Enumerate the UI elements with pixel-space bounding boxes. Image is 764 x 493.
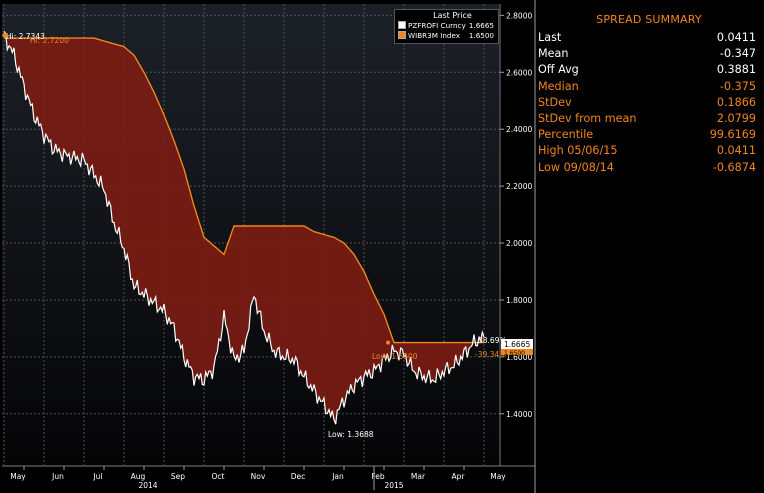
last-white-tag: 1.6665 — [504, 340, 530, 349]
y-tick-label: 2.4000 — [506, 125, 532, 134]
hi-white-label: Hi: 2.7343 — [6, 32, 45, 41]
year-label: 2015 — [384, 481, 403, 490]
legend: Last Price PZFROFI Curncy 1.6665 WIBR3M In… — [394, 9, 499, 44]
summary-label: Last — [538, 31, 562, 44]
summary-value: 0.0411 — [716, 31, 756, 44]
y-tick-label: 1.4000 — [506, 410, 532, 419]
y-tick-label: 1.8000 — [506, 296, 532, 305]
x-tick-label: Apr — [452, 472, 466, 481]
x-tick-label: Sep — [171, 472, 185, 481]
summary-label: Off Avg — [538, 63, 579, 77]
summary-value: 99.6169 — [709, 128, 756, 142]
summary-row: Last 0.0411 — [536, 30, 762, 46]
last-white-tag-bg — [501, 339, 533, 349]
spread-summary-panel: SPREAD SUMMARY Last 0.0411 Mean -0.347 Off A… — [536, 0, 762, 466]
low-orange-label: Low: 1.6500 — [372, 352, 418, 361]
summary-value: 0.1866 — [716, 95, 756, 109]
summary-value: -0.375 — [719, 79, 756, 93]
summary-label: Mean — [538, 47, 569, 61]
summary-row: Percentile 99.6169 — [536, 127, 762, 143]
x-tick-label: Jun — [51, 472, 64, 481]
x-tick-label: Oct — [212, 472, 225, 481]
last-orange-tag: 1.6500 — [504, 350, 525, 357]
summary-row: StDev from mean 2.0799 — [536, 111, 762, 127]
x-axis: May Jun Jul Aug Sep Oct Nov Dec Jan Feb Mar Apr May 2… — [10, 466, 506, 490]
summary-row: Median -0.375 — [536, 79, 762, 95]
summary-label: Percentile — [538, 128, 594, 142]
y-tick-label: 2.6000 — [506, 68, 532, 77]
legend-value: 1.6500 — [468, 30, 494, 40]
summary-title: SPREAD SUMMARY — [596, 13, 702, 26]
legend-name: PZFROFI Curncy — [408, 20, 466, 30]
y-tick-label: 2.0000 — [506, 239, 532, 248]
x-tick-label: Jul — [92, 472, 102, 481]
series-line-wibr3m — [4, 37, 484, 344]
low-orange-marker — [386, 340, 390, 345]
y-axis: 1.4000 1.6000 1.8000 2.0000 2.2000 2.4000 2.60… — [500, 11, 532, 419]
spread-fill — [4, 31, 484, 425]
legend-item: PZFROFI Curncy 1.6665 — [395, 20, 498, 30]
summary-row: Off Avg 0.3881 — [536, 62, 762, 78]
summary-label: High 05/06/15 — [538, 144, 618, 158]
x-tick-label: May — [490, 472, 506, 481]
legend-title: Last Price — [433, 11, 472, 20]
summary-value: 0.3881 — [716, 63, 756, 77]
x-tick-label: Feb — [371, 472, 385, 481]
pct-up-label: 38.69% — [478, 336, 507, 345]
x-tick-label: Dec — [291, 472, 306, 481]
legend-item: WIBR3M Index 1.6500 — [395, 30, 498, 40]
y-tick-label: 1.6000 — [506, 353, 532, 362]
x-tick-label: Aug — [131, 472, 146, 481]
x-tick-label: May — [10, 472, 26, 481]
summary-row: StDev 0.1866 — [536, 95, 762, 111]
summary-label: StDev from mean — [538, 111, 637, 125]
summary-value: 0.0411 — [716, 144, 756, 158]
y-tick-label: 2.2000 — [506, 182, 532, 191]
summary-label: Low 09/08/14 — [538, 160, 614, 174]
pct-down-label: -39.34% — [475, 350, 506, 359]
hi-marker — [2, 32, 8, 38]
x-tick-label: Nov — [251, 472, 266, 481]
hi-orange-label: Hi: 2.7200 — [30, 36, 69, 45]
summary-value: -0.6874 — [712, 160, 756, 174]
legend-swatch — [398, 31, 406, 39]
summary-value: 2.0799 — [716, 111, 756, 125]
series-line-pzfrofi — [3, 30, 485, 425]
y-tick-label: 2.8000 — [506, 11, 532, 20]
summary-row: High 05/06/15 0.0411 — [536, 143, 762, 159]
x-tick-label: Jan — [331, 472, 344, 481]
summary-row: Mean -0.347 — [536, 46, 762, 62]
low-white-label: Low: 1.3688 — [328, 430, 374, 439]
legend-name: WIBR3M Index — [408, 30, 460, 40]
year-label: 2014 — [138, 481, 157, 490]
x-tick-label: Mar — [411, 472, 426, 481]
summary-label: Median — [538, 79, 579, 93]
legend-swatch — [398, 21, 406, 29]
summary-label: StDev — [538, 95, 572, 109]
legend-value: 1.6665 — [468, 20, 494, 30]
last-orange-tag-bg — [501, 349, 533, 355]
summary-row: Low 09/08/14 -0.6874 — [536, 160, 762, 176]
summary-value: -0.347 — [719, 47, 756, 61]
